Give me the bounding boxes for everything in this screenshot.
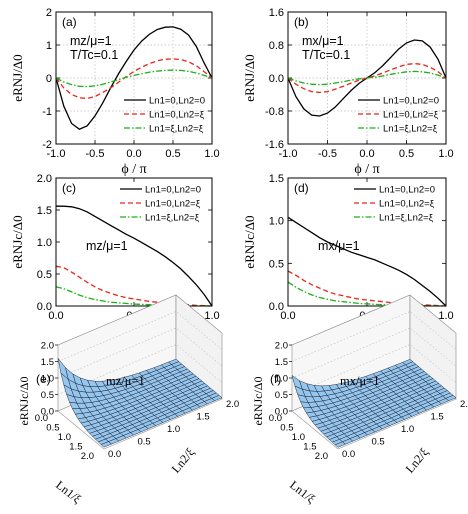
x-axis-label: Ln1/ξ — [53, 478, 84, 507]
series-line-1 — [288, 217, 446, 306]
x-tick-label: 0.0 — [126, 148, 141, 160]
plot-frame — [288, 178, 446, 306]
panel-label: (e) — [36, 372, 51, 386]
y-tick-label: 0.0 — [108, 449, 121, 460]
panel-label: (b) — [294, 15, 309, 29]
series-line-2 — [288, 271, 446, 306]
y-tick-label: 1.5 — [197, 412, 210, 423]
y-tick-label: 0.0 — [269, 301, 284, 313]
y-tick-label: 0 — [46, 73, 52, 85]
z-tick-label: 2.0 — [275, 341, 288, 352]
legend-label: Ln1=0,Ln2=ξ — [379, 199, 435, 210]
y-tick-label: 0.0 — [342, 449, 355, 460]
panel-annotation: mz/μ=1 — [106, 374, 145, 388]
y-tick-label: 0.0 — [37, 301, 52, 313]
plot-panel-e: 0.00.51.01.52.00.00.51.01.52.0 0.00.51.01… — [17, 295, 239, 506]
y-axis-label: eRNJ/Δ0 — [242, 54, 257, 101]
y-tick-label: 1.0 — [269, 216, 284, 228]
legend-label: Ln1=0,Ln2=ξ — [145, 199, 201, 210]
y-tick-label: 2.0 — [460, 399, 468, 410]
y-tick-label: 0.5 — [37, 269, 52, 281]
y-tick-label: 1.5 — [37, 205, 52, 217]
plot-panel-f: 0.00.51.01.52.00.00.51.01.52.0 0.00.51.01… — [251, 295, 468, 506]
x-axis-label: Ln1/ξ — [287, 478, 318, 507]
panel-annotation: T/Tc=0.1 — [302, 48, 350, 62]
legend-label: Ln1=0,Ln2=0 — [383, 96, 439, 107]
legend-label: Ln1=ξ,Ln2=ξ — [145, 213, 200, 224]
y-tick-label: 0.0 — [269, 73, 284, 85]
z-tick-label: 0.5 — [275, 390, 288, 401]
z-axis-label: eRNJc/Δ0 — [17, 376, 31, 425]
y-axis-label: eRNJ/Δ0 — [10, 54, 25, 101]
x-tick-label: 2.0 — [315, 451, 328, 462]
x-axis-label: ϕ / π — [121, 162, 146, 177]
plot-frame — [56, 178, 212, 306]
panel-annotation: mz/μ=1 — [86, 239, 128, 253]
legend-label: Ln1=0,Ln2=ξ — [149, 110, 205, 121]
y-tick-label: 1.5 — [431, 412, 444, 423]
x-tick-label: -0.5 — [318, 148, 337, 160]
z-tick-label: 2.0 — [41, 341, 54, 352]
y-axis-label: Ln2/ξ — [403, 445, 432, 476]
y-tick-label: 1.0 — [401, 424, 414, 435]
panel-annotation: mz/μ=1 — [70, 34, 112, 48]
y-tick-label: 0.5 — [372, 437, 385, 448]
y-tick-label: -2 — [42, 139, 52, 151]
legend-label: Ln1=ξ,Ln2=ξ — [379, 213, 434, 224]
y-tick-label: 2 — [46, 7, 52, 19]
legend-label: Ln1=0,Ln2=0 — [145, 185, 201, 196]
z-tick-label: 0.5 — [41, 390, 54, 401]
y-tick-label: 1.6 — [269, 7, 284, 19]
z-axis-label: eRNJc/Δ0 — [251, 376, 265, 425]
plot-panel-b: -1.0 -0.5 0.0 0.5 1.0 -1.6 -0.8 0.0 0.8 1.6 (b) mx/… — [242, 7, 454, 177]
panel-label: (d) — [294, 181, 309, 195]
y-tick-label: 2.0 — [226, 399, 239, 410]
legend-label: Ln1=ξ,Ln2=ξ — [149, 124, 204, 135]
x-tick-label: 0.5 — [399, 148, 414, 160]
z-tick-label: 1.5 — [275, 357, 288, 368]
legend-label: Ln1=0,Ln2=0 — [149, 96, 205, 107]
panel-label: (f) — [270, 372, 281, 386]
z-tick-label: 1.5 — [41, 357, 54, 368]
legend-label: Ln1=0,Ln2=ξ — [383, 110, 439, 121]
x-tick-label: 0.0 — [359, 148, 374, 160]
y-tick-label: -1 — [42, 106, 52, 118]
y-tick-label: 1.5 — [269, 173, 284, 185]
y-tick-label: -0.8 — [265, 106, 284, 118]
legend-label: Ln1=0,Ln2=0 — [379, 185, 435, 196]
y-tick-label: 1.0 — [167, 424, 180, 435]
panel-label: (c) — [62, 181, 76, 195]
y-axis-label: Ln2/ξ — [169, 445, 198, 476]
y-tick-label: -1.6 — [265, 139, 284, 151]
plot-panel-a: -1.0 -0.5 0.0 0.5 1.0 -2 -1 0 1 2 (a) mz/μ=1T/Tc=0.… — [10, 7, 220, 177]
y-axis-label: eRNJc/Δ0 — [242, 215, 257, 268]
y-tick-label: 0.5 — [138, 437, 151, 448]
x-tick-label: -0.5 — [86, 148, 105, 160]
panel-annotation: mx/μ=1 — [318, 239, 360, 253]
panel-annotation: mx/μ=1 — [340, 374, 379, 388]
x-axis-label: ϕ / π — [354, 162, 379, 177]
y-tick-label: 1.0 — [37, 237, 52, 249]
x-tick-label: 2.0 — [81, 451, 94, 462]
legend-label: Ln1=ξ,Ln2=ξ — [383, 124, 438, 135]
y-tick-label: 2.0 — [37, 173, 52, 185]
y-tick-label: 0.5 — [269, 258, 284, 270]
y-tick-label: 1 — [46, 40, 52, 52]
x-tick-label: 1.0 — [204, 148, 219, 160]
panel-annotation: mx/μ=1 — [302, 34, 344, 48]
panel-annotation: T/Tc=0.1 — [70, 48, 118, 62]
x-tick-label: 0.5 — [165, 148, 180, 160]
y-axis-label: eRNJc/Δ0 — [10, 215, 25, 268]
series-line-2 — [56, 266, 212, 306]
y-tick-label: 0.8 — [269, 40, 284, 52]
x-tick-label: 1.0 — [438, 148, 453, 160]
panel-label: (a) — [62, 15, 77, 29]
